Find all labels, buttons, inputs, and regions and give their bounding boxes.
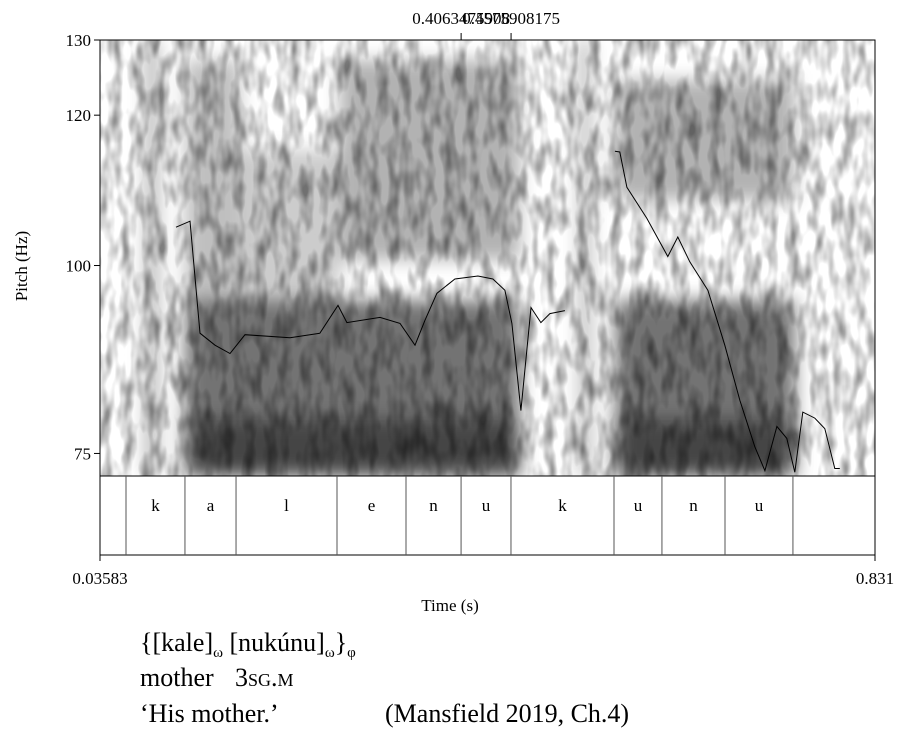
caption-line1: {[kale]ω [nukúnu]ω}φ	[140, 628, 356, 661]
caption-part: ω	[213, 645, 223, 661]
frame	[99, 39, 876, 556]
tier-label: u	[482, 496, 491, 515]
tier-label: u	[634, 496, 643, 515]
caption-part: φ	[347, 645, 356, 661]
caption-line2: mother	[140, 663, 214, 692]
pitch-line	[175, 150, 840, 473]
y-tick-label: 75	[74, 444, 91, 463]
y-tick-label: 100	[66, 257, 92, 276]
y-axis-label: Pitch (Hz)	[12, 231, 31, 301]
caption-part: {[kale]	[140, 628, 213, 657]
x-tick-label: 0.831	[856, 569, 894, 588]
y-tick-label: 130	[66, 31, 92, 50]
caption-part: }	[335, 628, 347, 657]
tier-label: l	[284, 496, 289, 515]
tier-label: n	[429, 496, 438, 515]
tier-label: k	[151, 496, 160, 515]
caption-line2: 3sg.m	[235, 663, 294, 692]
x-tick-label: 0.03583	[72, 569, 127, 588]
top-tick-label: 0.4063475908	[412, 9, 510, 28]
caption-part: [nukúnu]	[223, 628, 325, 657]
tier-label: k	[558, 496, 567, 515]
caption-line3: ‘His mother.’	[140, 699, 279, 728]
caption-part: ω	[325, 645, 335, 661]
caption-line3: (Mansfield 2019, Ch.4)	[385, 699, 629, 728]
y-tick-label: 120	[66, 106, 92, 125]
tier-label: a	[207, 496, 215, 515]
tier-label: u	[755, 496, 764, 515]
tier-label: e	[368, 496, 376, 515]
spectrogram	[100, 40, 875, 476]
top-tick-label: 0.4575908175	[462, 9, 560, 28]
tier-label: n	[689, 496, 698, 515]
x-axis-label: Time (s)	[421, 596, 478, 615]
